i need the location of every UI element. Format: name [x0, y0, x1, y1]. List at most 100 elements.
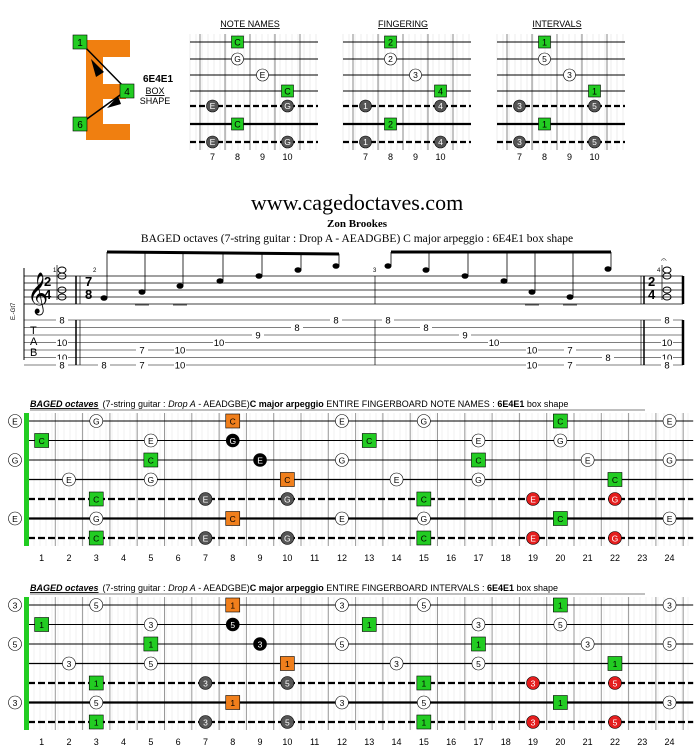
root-marker — [361, 617, 377, 632]
fret-number: 15 — [419, 737, 429, 746]
mini-marker-label: 5 — [542, 54, 547, 64]
fretboard-title: BAGED octaves (7-string guitar : Drop A -… — [30, 399, 568, 409]
fretboard-note-names: BAGED octaves (7-string guitar : Drop A -… — [8, 399, 694, 563]
mini-fret-number: 9 — [413, 152, 418, 162]
marker-label: C — [148, 455, 154, 465]
marker-label: E — [66, 475, 72, 485]
tab-number: 7 — [567, 346, 572, 357]
marker-label: 1 — [558, 600, 563, 610]
mini-note-marker — [359, 99, 372, 113]
marker-label: 5 — [230, 620, 235, 630]
tab-letter-t: T — [30, 325, 37, 337]
marker-label: G — [421, 514, 428, 524]
marker-label: 3 — [203, 717, 208, 727]
fret-number: 7 — [203, 553, 208, 563]
mini-marker-label: 3 — [413, 70, 418, 80]
marker-label: C — [39, 436, 45, 446]
fret-number: 20 — [555, 553, 565, 563]
fret-number: 11 — [310, 553, 319, 563]
root-marker — [471, 636, 486, 652]
marker-label: C — [230, 514, 236, 524]
fermata: 𝄐 — [661, 255, 667, 266]
note-marker — [280, 676, 295, 690]
marker-label: E — [203, 494, 209, 504]
tab-number: 10 — [57, 338, 68, 349]
note-marker — [471, 472, 486, 487]
marker-label: 1 — [94, 717, 99, 727]
root-marker — [553, 511, 568, 526]
fret-number: 16 — [446, 737, 456, 746]
mini-note-marker — [281, 99, 294, 113]
note-marker — [580, 637, 595, 651]
marker-label: 3 — [13, 698, 18, 708]
mini-marker-label: 5 — [592, 137, 597, 147]
note-marker — [608, 492, 622, 506]
mini-marker-label: 5 — [592, 101, 597, 111]
fretboard-title-part: C major arpeggio — [250, 583, 325, 593]
score-subtitle: BAGED octaves (7-string guitar : Drop A … — [141, 233, 573, 245]
note-marker — [580, 453, 595, 467]
mini-root-marker — [231, 117, 244, 131]
fretboard-title-part: - AEADGBE) — [196, 583, 250, 593]
mini-note-marker — [384, 52, 397, 66]
mini-marker-label: G — [234, 54, 241, 64]
note-head — [332, 263, 340, 269]
mini-root-marker — [434, 84, 447, 98]
mini-note-marker — [588, 99, 601, 113]
mini-note-marker — [513, 135, 526, 149]
note-marker — [144, 433, 158, 448]
note-marker — [417, 414, 431, 428]
note-marker — [89, 511, 104, 526]
fret-number: 1 — [39, 737, 44, 746]
root-marker — [88, 491, 104, 507]
root-marker — [553, 597, 568, 613]
marker-label: 3 — [531, 717, 536, 727]
tab-number: 8 — [664, 316, 669, 327]
fret-number: 2 — [66, 553, 71, 563]
fret-number: 24 — [665, 737, 675, 746]
marker-label: C — [93, 494, 99, 504]
time-sig3-bottom: 4 — [648, 287, 656, 302]
chord-notehead — [662, 266, 672, 274]
marker-label: C — [230, 416, 236, 426]
note-marker — [389, 472, 404, 487]
tab-number: 10 — [175, 361, 186, 372]
marker-label: E — [530, 533, 536, 543]
note-head — [100, 295, 108, 301]
marker-label: 3 — [340, 698, 345, 708]
marker-label: C — [612, 475, 618, 485]
root-marker — [416, 675, 432, 691]
mini-marker-label: 1 — [363, 101, 368, 111]
tab-number: 8 — [101, 361, 106, 372]
tab-letter-b: B — [30, 347, 37, 359]
tab-number: 8 — [605, 353, 610, 364]
note-marker — [89, 598, 104, 612]
marker-label: 1 — [476, 639, 481, 649]
note-marker — [526, 531, 540, 545]
mini-marker-label: 3 — [517, 101, 522, 111]
mini-fret-number: 8 — [388, 152, 393, 162]
fret-number: 22 — [610, 553, 620, 563]
fretboard-title-part: 6E4E1 — [497, 399, 524, 409]
mini-root-marker — [588, 84, 601, 98]
note-marker — [253, 453, 267, 467]
chord-notehead — [662, 272, 672, 280]
note-marker — [526, 492, 540, 506]
marker-label: C — [284, 475, 290, 485]
fretboard-title-part: C major arpeggio — [250, 399, 325, 409]
tab-number: 8 — [294, 323, 299, 334]
tab-number: 8 — [59, 316, 64, 327]
note-marker — [89, 695, 104, 710]
note-marker — [471, 617, 486, 632]
logo-mark-1: 1 — [77, 38, 83, 49]
tab-number-bg — [382, 314, 394, 325]
note-head — [294, 267, 302, 273]
tab-number: 8 — [385, 316, 390, 327]
marker-label: G — [148, 475, 155, 485]
mini-marker-label: 4 — [438, 101, 443, 111]
mini-fret-number: 8 — [235, 152, 240, 162]
note-head — [461, 273, 469, 279]
box-label-line2: SHAPE — [140, 96, 171, 106]
marker-label: 3 — [585, 639, 590, 649]
